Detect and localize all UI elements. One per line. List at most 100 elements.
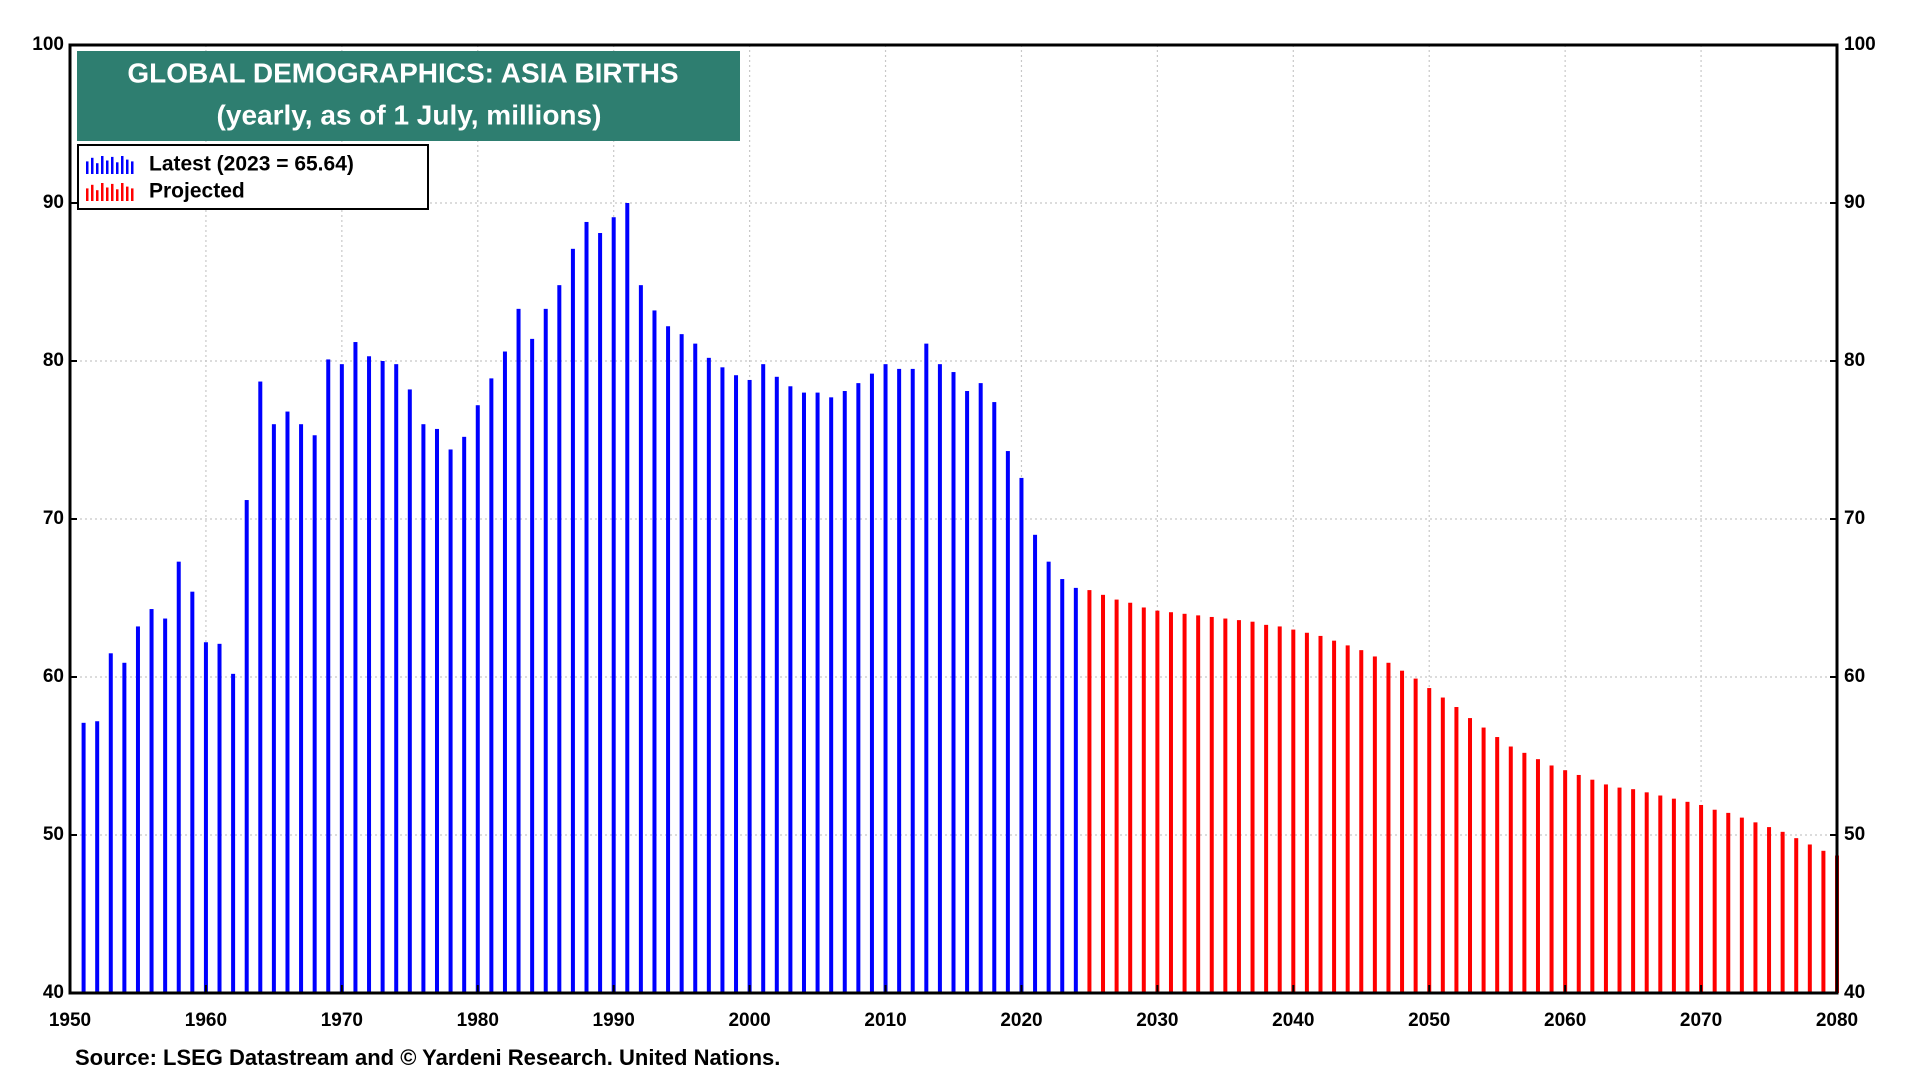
y-tick-label: 40 bbox=[43, 982, 64, 1003]
bar bbox=[1345, 645, 1350, 993]
bar bbox=[1794, 838, 1799, 993]
y2-tick-label: 100 bbox=[1844, 34, 1876, 55]
bar bbox=[1427, 688, 1432, 993]
bar bbox=[258, 381, 263, 993]
bar bbox=[489, 378, 494, 993]
bar bbox=[1101, 594, 1106, 993]
legend-icon-bar bbox=[86, 161, 89, 174]
legend-icon-bar bbox=[91, 184, 94, 201]
legend-icon-bar bbox=[116, 189, 119, 201]
bar bbox=[869, 373, 874, 993]
bar bbox=[1699, 804, 1704, 993]
bar bbox=[625, 203, 630, 993]
bar bbox=[1753, 822, 1758, 993]
bar bbox=[1277, 626, 1282, 993]
bar bbox=[108, 653, 113, 993]
bar bbox=[897, 368, 902, 993]
bar bbox=[992, 402, 997, 994]
bar bbox=[1440, 697, 1445, 993]
y2-tick-label: 40 bbox=[1844, 982, 1865, 1003]
bar bbox=[1658, 795, 1663, 993]
bar bbox=[693, 343, 698, 993]
bar bbox=[1073, 587, 1078, 993]
bar bbox=[1114, 599, 1119, 993]
bar bbox=[1726, 812, 1731, 993]
x-tick-label: 1970 bbox=[321, 1010, 363, 1031]
bar bbox=[1644, 792, 1649, 993]
bar bbox=[394, 364, 399, 993]
bar bbox=[720, 367, 725, 993]
bar bbox=[788, 386, 793, 993]
bar bbox=[584, 221, 589, 993]
y-tick-label: 100 bbox=[32, 34, 64, 55]
x-tick-label: 2070 bbox=[1680, 1010, 1722, 1031]
bar bbox=[1481, 727, 1486, 993]
bar bbox=[176, 561, 181, 993]
bar bbox=[516, 308, 521, 993]
x-tick-label: 2050 bbox=[1408, 1010, 1450, 1031]
chart-subtitle: (yearly, as of 1 July, millions) bbox=[217, 99, 602, 130]
source-note: Source: LSEG Datastream and © Yardeni Re… bbox=[75, 1045, 780, 1070]
bar bbox=[475, 405, 480, 993]
y2-tick-label: 50 bbox=[1844, 824, 1865, 845]
bar bbox=[1631, 789, 1636, 993]
bar bbox=[1046, 561, 1051, 993]
bar bbox=[1005, 451, 1010, 993]
bar bbox=[1400, 670, 1405, 993]
legend-icon-bar bbox=[126, 186, 129, 201]
x-tick-label: 2080 bbox=[1816, 1010, 1858, 1031]
legend-icon-bar bbox=[111, 183, 114, 201]
bar bbox=[924, 343, 929, 993]
bar bbox=[1332, 640, 1337, 993]
legend-icon-bar bbox=[131, 161, 134, 174]
bar bbox=[448, 449, 453, 994]
bar bbox=[530, 338, 535, 993]
y-tick-label: 60 bbox=[43, 666, 64, 687]
bar bbox=[1236, 620, 1241, 993]
bar bbox=[1807, 844, 1812, 993]
chart-title: GLOBAL DEMOGRAPHICS: ASIA BIRTHS bbox=[127, 57, 678, 88]
bar bbox=[1780, 831, 1785, 993]
x-tick-label: 2060 bbox=[1544, 1010, 1586, 1031]
legend-icon bbox=[86, 156, 134, 174]
legend-icon-bar bbox=[96, 163, 99, 174]
bar bbox=[1508, 746, 1513, 993]
bar bbox=[598, 233, 603, 993]
y-tick-label: 80 bbox=[43, 350, 64, 371]
bar bbox=[1128, 602, 1133, 993]
bar bbox=[747, 379, 752, 994]
bar bbox=[353, 342, 358, 993]
bar bbox=[1141, 607, 1146, 993]
bar bbox=[1033, 534, 1038, 993]
bar bbox=[1549, 765, 1554, 993]
bar bbox=[1767, 827, 1772, 993]
legend-icon-bar bbox=[91, 157, 94, 174]
legend-icon-bar bbox=[106, 160, 109, 174]
bar bbox=[1685, 801, 1690, 993]
y2-tick-label: 90 bbox=[1844, 192, 1865, 213]
bar bbox=[1060, 579, 1065, 993]
bars bbox=[81, 203, 1839, 994]
y-tick-label: 70 bbox=[43, 508, 64, 529]
bar bbox=[978, 383, 983, 993]
bar bbox=[761, 364, 766, 993]
bar bbox=[1535, 759, 1540, 993]
bar bbox=[1019, 477, 1024, 993]
bar bbox=[815, 392, 820, 994]
bar bbox=[842, 391, 847, 993]
bar bbox=[1495, 737, 1500, 993]
bar bbox=[638, 285, 643, 993]
bar bbox=[1209, 616, 1214, 993]
title-box bbox=[77, 51, 740, 141]
bar bbox=[1821, 850, 1826, 993]
bar bbox=[1590, 779, 1595, 993]
legend-icon-bar bbox=[116, 162, 119, 174]
bar bbox=[801, 392, 806, 994]
bar bbox=[339, 364, 344, 993]
bar bbox=[271, 424, 276, 993]
bar bbox=[203, 642, 208, 993]
bar bbox=[434, 428, 439, 993]
legend-icon-bar bbox=[101, 183, 104, 201]
x-tick-label: 1950 bbox=[49, 1010, 91, 1031]
